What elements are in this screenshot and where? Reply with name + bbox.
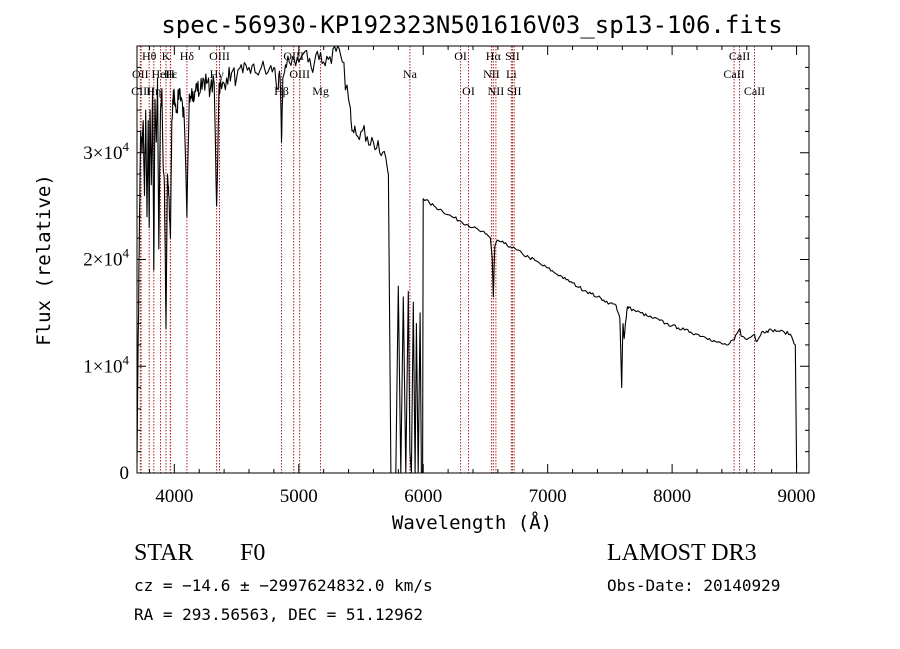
line-label: OI bbox=[454, 49, 467, 63]
line-label: CaII bbox=[744, 84, 765, 98]
redshift-text: cz = −14.6 ± −2997624832.0 km/s bbox=[134, 576, 433, 595]
x-tick-label: 6000 bbox=[404, 486, 442, 507]
line-label: Hθ bbox=[142, 49, 157, 63]
survey-name: LAMOST DR3 bbox=[607, 540, 757, 566]
x-axis-ticks: 4000 5000 6000 7000 8000 9000 bbox=[148, 46, 816, 507]
object-subclass: F0 bbox=[240, 540, 265, 566]
x-axis-label: Wavelength (Å) bbox=[392, 511, 552, 534]
line-label: CaII bbox=[729, 49, 750, 63]
line-label: Li bbox=[506, 67, 517, 81]
x-tick-label: 5000 bbox=[280, 486, 318, 507]
obs-date: Obs-Date: 20140929 bbox=[607, 576, 780, 595]
y-axis-ticks: 0 1×104 2×104 3×104 bbox=[83, 66, 809, 484]
line-label: NII bbox=[488, 84, 505, 98]
x-tick-label: 8000 bbox=[653, 486, 691, 507]
line-label: SII bbox=[507, 84, 522, 98]
line-label: Hε bbox=[164, 67, 178, 81]
coordinates-text: RA = 293.56563, DEC = 51.12962 bbox=[134, 605, 423, 624]
spectral-line-markers bbox=[139, 46, 755, 473]
line-label: HeI bbox=[152, 67, 170, 81]
x-tick-label: 4000 bbox=[155, 486, 193, 507]
y-axis-label: Flux (relative) bbox=[33, 174, 55, 346]
line-label: SII bbox=[505, 49, 520, 63]
y-tick-label: 2×104 bbox=[83, 246, 129, 271]
y-tick-label: 0 bbox=[120, 463, 130, 484]
line-label: Na bbox=[403, 67, 418, 81]
line-label: H bbox=[166, 67, 175, 81]
line-label: Hγ bbox=[210, 67, 225, 81]
x-tick-label: 7000 bbox=[529, 486, 567, 507]
chart-title: spec-56930-KP192323N501616V03_sp13-106.f… bbox=[161, 11, 782, 39]
plot-frame bbox=[136, 45, 810, 474]
line-label: OIII bbox=[209, 49, 230, 63]
line-label: NII bbox=[483, 67, 500, 81]
line-label: Hα bbox=[486, 49, 502, 63]
line-label: CIII bbox=[131, 84, 151, 98]
line-label: OIII bbox=[283, 49, 304, 63]
line-label: Mg bbox=[312, 84, 329, 98]
line-label: OI bbox=[462, 84, 475, 98]
spectrum-line bbox=[136, 45, 798, 474]
y-tick-label: 1×104 bbox=[83, 352, 129, 377]
line-label: Hη bbox=[146, 84, 161, 98]
x-tick-label: 9000 bbox=[778, 486, 816, 507]
line-label: K bbox=[162, 49, 171, 63]
y-tick-label: 3×104 bbox=[83, 139, 129, 164]
line-label: OII bbox=[132, 67, 149, 81]
line-label: Hδ bbox=[180, 49, 195, 63]
line-label: CaII bbox=[723, 67, 744, 81]
line-label: OIII bbox=[289, 67, 310, 81]
object-class: STAR bbox=[134, 540, 193, 566]
